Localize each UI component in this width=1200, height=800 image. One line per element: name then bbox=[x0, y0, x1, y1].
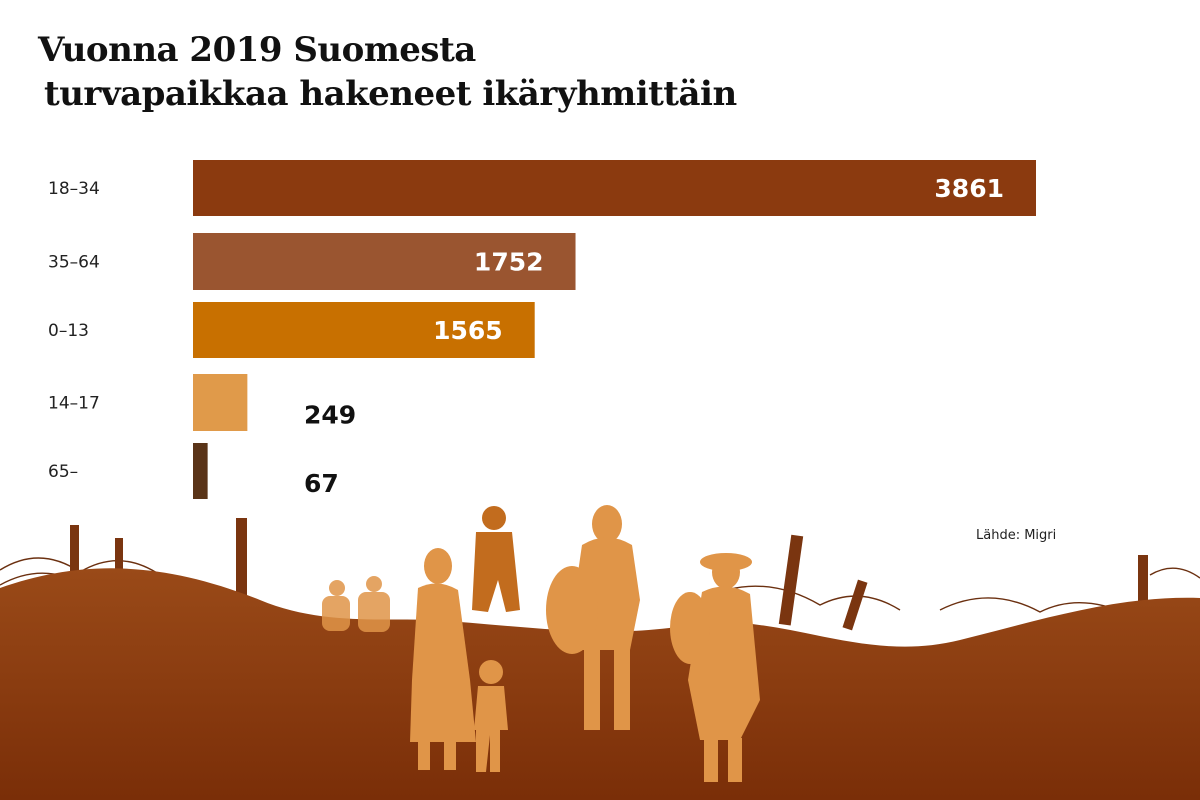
silhouette-woman bbox=[410, 548, 476, 770]
source-note: Lähde: Migri bbox=[976, 528, 1057, 543]
category-label: 14–17 bbox=[48, 394, 100, 414]
silhouette-person-with-hat bbox=[670, 553, 760, 782]
silhouette-child bbox=[474, 660, 508, 772]
silhouette-man-with-bag bbox=[546, 505, 640, 730]
chart-title-line-1: Vuonna 2019 Suomesta bbox=[38, 30, 476, 70]
fence-posts bbox=[70, 518, 1148, 631]
bar bbox=[193, 160, 1036, 216]
bar bbox=[193, 302, 535, 358]
chart-title-line-2: turvapaikkaa hakeneet ikäryhmittäin bbox=[44, 74, 737, 114]
data-label: 3861 bbox=[934, 174, 1004, 203]
data-label: 1565 bbox=[433, 316, 503, 345]
category-label: 65– bbox=[48, 462, 78, 482]
bar-chart: 18–34 3861 35–64 1752 0–13 1565 14–17 249 65– 67 bbox=[48, 160, 1036, 499]
data-label: 1752 bbox=[474, 248, 544, 277]
category-label: 18–34 bbox=[48, 179, 100, 199]
bar bbox=[193, 443, 208, 499]
bar bbox=[193, 374, 248, 431]
bar bbox=[193, 233, 576, 290]
data-label: 249 bbox=[304, 401, 356, 430]
category-label: 35–64 bbox=[48, 253, 100, 273]
refugee-silhouettes bbox=[322, 505, 760, 782]
category-label: 0–13 bbox=[48, 321, 89, 341]
silhouette-walking-man bbox=[472, 506, 520, 612]
chart-title: Vuonna 2019 Suomesta turvapaikkaa hakene… bbox=[38, 28, 737, 116]
data-label: 67 bbox=[304, 469, 339, 498]
silhouette-distant-pair bbox=[322, 576, 390, 632]
